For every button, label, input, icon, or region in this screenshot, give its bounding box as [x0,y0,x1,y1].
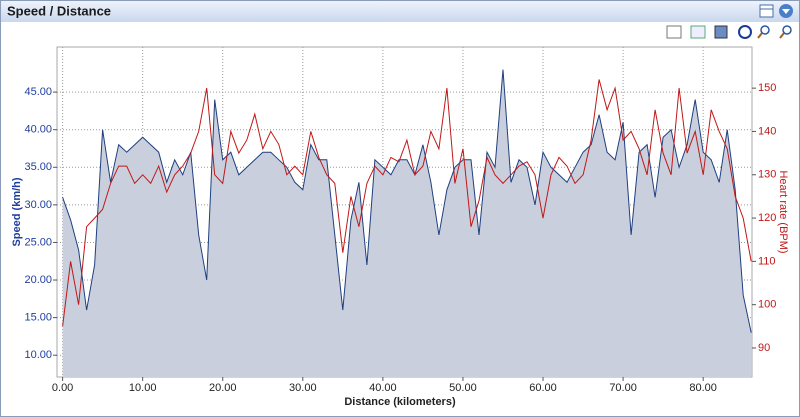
toolbar-zoom-in-handle [757,32,763,39]
menu-arrow [782,9,790,14]
x-tick-label: 20.00 [209,382,237,394]
y-tick-label: 15.00 [24,312,52,324]
x-tick-label: 80.00 [689,382,717,394]
y-axis-label: Speed (km/h) [11,177,23,246]
x-tick-label: 40.00 [369,382,397,394]
y2-tick-label: 110 [758,255,776,267]
layout-button[interactable] [759,4,774,18]
toolbar-table[interactable] [666,25,682,39]
y-tick-label: 45.00 [24,86,52,98]
x-tick-label: 0.00 [52,382,73,394]
y2-tick-label: 90 [758,342,770,354]
x-tick-label: 50.00 [449,382,477,394]
toolbar [666,25,792,39]
y-tick-label: 10.00 [24,349,52,361]
toolbar-zoom-in[interactable] [760,25,770,35]
x-tick-label: 70.00 [609,382,637,394]
toolbar-fit[interactable] [738,25,752,39]
toolbar-chart[interactable] [690,25,706,39]
toolbar-save[interactable] [714,25,728,39]
title-bar [1,1,799,22]
toolbar-zoom-out[interactable] [782,25,792,35]
y-tick-label: 35.00 [24,161,52,173]
heart-rate-line [62,79,752,327]
toolbar-zoom-out-handle [779,32,785,39]
x-tick-label: 60.00 [529,382,557,394]
speed-area [62,69,752,377]
chart-title: Speed / Distance [7,3,111,18]
y-tick-label: 25.00 [24,236,52,248]
y-tick-label: 40.00 [24,124,52,136]
y2-tick-label: 120 [758,212,776,224]
y2-tick-label: 150 [758,82,776,94]
y-tick-label: 20.00 [24,274,52,286]
x-tick-label: 10.00 [129,382,157,394]
y2-tick-label: 100 [758,299,776,311]
x-tick-label: 30.00 [289,382,317,394]
x-axis-label: Distance (kilometers) [344,396,456,408]
y2-axis-label: Heart rate (BPM) [777,170,789,253]
y2-tick-label: 130 [758,169,776,181]
speed-line [62,69,752,333]
plot: 0.00 10.00 20.00 30.00 40.00 50.00 60.00 70.00 8… [24,47,776,394]
y2-tick-label: 140 [758,125,776,137]
y-tick-label: 30.00 [24,199,52,211]
